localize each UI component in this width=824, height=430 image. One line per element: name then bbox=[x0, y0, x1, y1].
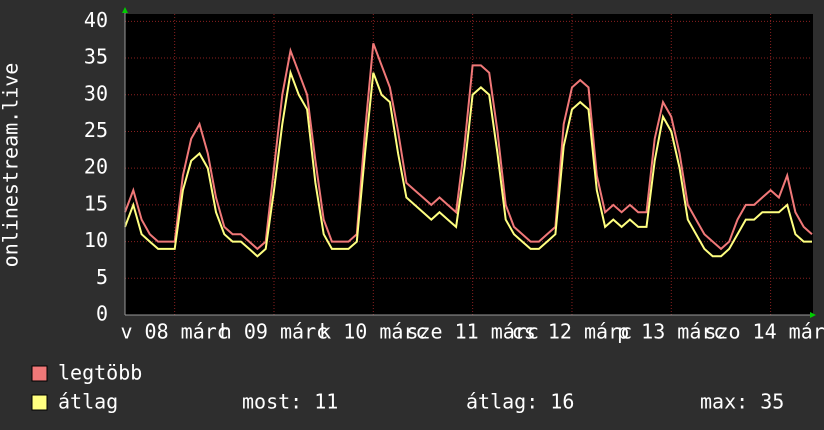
y-tick-label: 25 bbox=[84, 118, 108, 142]
x-tick-label: p 13 márc bbox=[617, 320, 725, 344]
legend-swatch bbox=[31, 365, 48, 382]
legend-label: átlag bbox=[58, 390, 118, 414]
legend-stat: most: 11 bbox=[242, 390, 338, 414]
legend-stat: max: 35 bbox=[700, 390, 784, 414]
axis-arrow bbox=[810, 312, 816, 318]
y-tick-label: 30 bbox=[84, 81, 108, 105]
y-axis-label: onlinestream.live bbox=[0, 63, 23, 268]
y-tick-label: 15 bbox=[84, 191, 108, 215]
x-tick-label: szo 14 márc bbox=[704, 320, 824, 344]
x-tick-label: k 10 márc bbox=[319, 320, 427, 344]
axis-arrow bbox=[122, 7, 128, 13]
y-tick-label: 35 bbox=[84, 45, 108, 69]
x-tick-label: cs 12 márc bbox=[512, 320, 632, 344]
legend: legtöbb átlag most: 11 átlag: 16 max: 35 bbox=[31, 361, 784, 414]
legend-stat: átlag: 16 bbox=[466, 390, 574, 414]
legend-label: legtöbb bbox=[58, 361, 142, 385]
plot-area bbox=[125, 14, 813, 315]
y-tick-label: 5 bbox=[96, 265, 108, 289]
lines bbox=[124, 43, 813, 258]
series-line bbox=[124, 68, 812, 258]
y-tick-label: 20 bbox=[84, 155, 108, 179]
legend-swatch bbox=[31, 394, 48, 411]
x-tick-label: h 09 márc bbox=[220, 320, 328, 344]
y-tick-label: 10 bbox=[84, 228, 108, 252]
y-tick-label: 0 bbox=[96, 302, 108, 326]
y-tick-label: 40 bbox=[84, 8, 108, 32]
series-line bbox=[124, 43, 813, 251]
x-tick-label: v 08 márc bbox=[120, 320, 228, 344]
x-tick-label: sze 11 márc bbox=[406, 320, 538, 344]
